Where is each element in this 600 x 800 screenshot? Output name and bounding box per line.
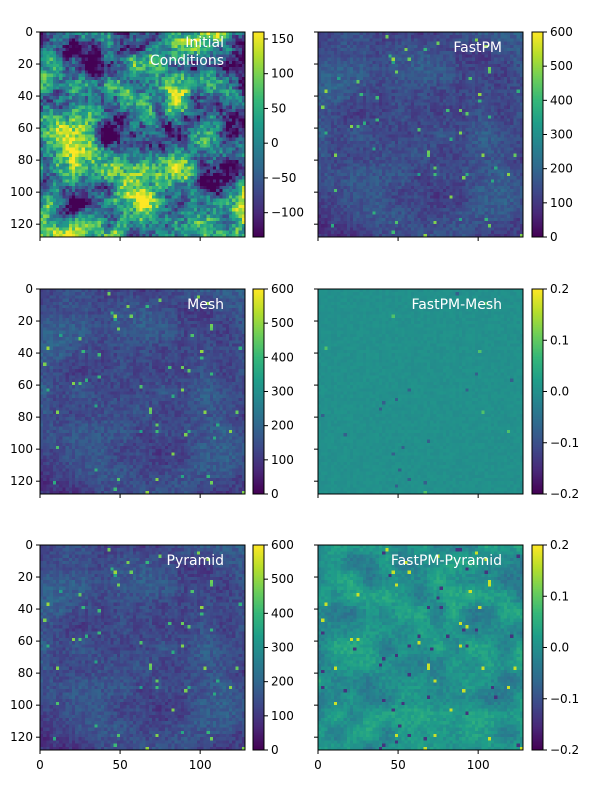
colorbar [532,289,543,494]
colorbar-tick-label: 100 [271,67,294,81]
colorbar-tick-label: 0.1 [550,333,569,347]
panel-1: Initial Conditions 0 20 40 60 80 100 120 −100 −50 0… [10,25,304,241]
x-tick-label: 0 [36,758,44,772]
colorbar-tick-label: 400 [550,93,573,107]
y-tick-label: 60 [18,121,33,135]
plot-frame [317,31,524,238]
colorbar-tick-label: 0 [271,743,279,757]
panel-label: Mesh [187,297,224,313]
colorbar-tick-label: 300 [550,128,573,142]
panel-label: FastPM-Mesh [411,297,502,313]
y-tick-label: 100 [10,698,33,712]
y-tick-label: 120 [10,730,33,744]
plot-frame [39,31,246,238]
y-tick-label: 0 [25,25,33,39]
colorbar-tick-label: 0 [271,136,279,150]
x-tick-label: 100 [189,758,212,772]
plot-frame [39,544,246,751]
colorbar-tick-label: 600 [271,538,294,552]
heatmap-image [40,289,245,494]
colorbar-tick-label: −50 [271,171,296,185]
plot-frame [317,544,524,751]
panel-label: Conditions [150,53,224,69]
colorbar-tick-label: 200 [271,419,294,433]
colorbar-tick-label: 50 [271,101,286,115]
y-tick-label: 40 [18,89,33,103]
y-tick-label: 120 [10,217,33,231]
y-tick-label: 40 [18,346,33,360]
colorbar-tick-label: −0.2 [550,743,579,757]
colorbar [253,289,264,494]
colorbar-tick-label: 300 [271,641,294,655]
y-tick-label: 0 [25,282,33,296]
colorbar-tick-label: −0.2 [550,487,579,501]
heatmap-image [318,32,523,237]
colorbar-tick-label: 300 [271,385,294,399]
heatmap-image [40,545,245,750]
colorbar-tick-label: 0.0 [550,641,569,655]
y-tick-label: 20 [18,570,33,584]
panel-label: Pyramid [167,553,224,569]
colorbar-tick-label: 0.2 [550,282,569,296]
y-tick-label: 120 [10,474,33,488]
colorbar [532,545,543,750]
colorbar-frame [252,31,265,238]
colorbar-tick-label: 0.0 [550,385,569,399]
colorbar-tick-label: 500 [271,572,294,586]
colorbar [532,32,543,237]
y-tick-label: 60 [18,378,33,392]
heatmap-image [318,289,523,494]
colorbar-tick-label: −0.1 [550,692,579,706]
y-tick-label: 100 [10,185,33,199]
y-tick-label: 100 [10,442,33,456]
panel-label: Initial [185,35,224,51]
panel-3: Mesh 0 20 40 60 80 100 120 0 100 200 300 400 500 600 [10,282,294,501]
colorbar-tick-label: −100 [271,206,304,220]
colorbar-tick-label: 0.1 [550,589,569,603]
panel-label: FastPM [453,40,502,56]
colorbar-tick-label: 100 [550,196,573,210]
colorbar-tick-label: 100 [271,453,294,467]
x-tick-label: 50 [390,758,405,772]
colorbar-tick-label: 500 [550,59,573,73]
y-tick-label: 40 [18,602,33,616]
colorbar-tick-label: 400 [271,606,294,620]
colorbar-tick-label: 200 [550,162,573,176]
heatmap-image [40,32,245,237]
panel-6: FastPM-Pyramid 0 50 100 −0.2 −0.1 0.0 0.1 0.2 [314,538,579,772]
x-tick-label: 50 [112,758,127,772]
x-tick-label: 100 [467,758,490,772]
colorbar [253,32,264,237]
colorbar-tick-label: −0.1 [550,436,579,450]
panel-label: FastPM-Pyramid [391,553,502,569]
heatmap-image [318,545,523,750]
y-tick-label: 80 [18,666,33,680]
y-tick-label: 20 [18,57,33,71]
colorbar-tick-label: 100 [271,709,294,723]
colorbar-tick-label: 150 [271,32,294,46]
colorbar-tick-label: 600 [550,25,573,39]
colorbar-tick-label: 0 [550,230,558,244]
colorbar-tick-label: 0.2 [550,538,569,552]
panel-2: FastPM 0 100 200 300 400 500 600 [314,25,573,244]
y-tick-label: 80 [18,410,33,424]
x-tick-label: 0 [314,758,322,772]
panel-4: FastPM-Mesh −0.2 −0.1 0.0 0.1 0.2 [314,282,579,501]
colorbar-tick-label: 200 [271,675,294,689]
plot-frame [317,288,524,495]
colorbar [253,545,264,750]
colorbar-tick-label: 400 [271,350,294,364]
colorbar-tick-label: 500 [271,316,294,330]
plot-frame [39,288,246,495]
y-tick-label: 0 [25,538,33,552]
colorbar-tick-label: 0 [271,487,279,501]
y-tick-label: 20 [18,314,33,328]
colorbar-tick-label: 600 [271,282,294,296]
y-tick-label: 80 [18,153,33,167]
y-tick-label: 60 [18,634,33,648]
